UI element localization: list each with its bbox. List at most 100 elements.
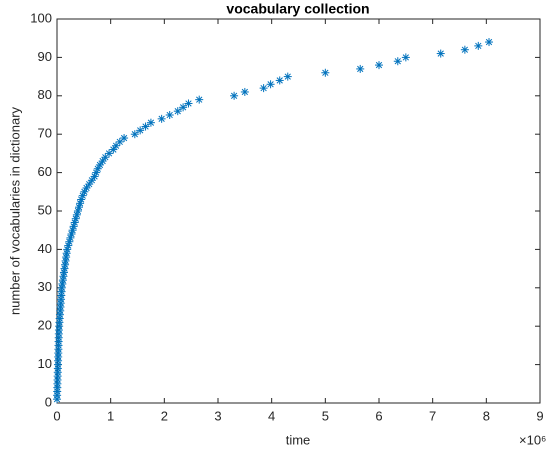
point-stroke (120, 134, 128, 142)
point (259, 84, 268, 93)
y-tick-label: 0 (45, 394, 52, 409)
x-tick-label: 3 (214, 408, 221, 423)
point (393, 57, 402, 66)
x-tick-label: 5 (322, 408, 329, 423)
point-stroke (76, 200, 84, 207)
point-stroke (260, 84, 267, 92)
y-tick-label: 60 (38, 164, 52, 179)
point-stroke (375, 61, 383, 69)
point-stroke (267, 81, 274, 88)
point-stroke (73, 211, 81, 218)
point-stroke (69, 227, 76, 234)
point (157, 114, 166, 123)
point (195, 95, 204, 104)
point-stroke (196, 96, 203, 103)
y-tick-label: 40 (38, 241, 52, 256)
point-stroke (174, 108, 181, 115)
point-stroke (402, 54, 409, 61)
x-axis-label: time (286, 432, 311, 447)
point-stroke (461, 46, 469, 53)
x-tick-label: 2 (161, 408, 168, 423)
point-stroke (64, 246, 71, 253)
plot-area (56, 18, 541, 404)
point-stroke (158, 115, 165, 122)
point (115, 137, 124, 146)
point-stroke (67, 234, 74, 242)
point (474, 41, 483, 50)
point (321, 68, 330, 77)
point (356, 64, 365, 73)
point (165, 111, 174, 119)
point (266, 80, 275, 89)
point (240, 87, 249, 96)
y-tick-label: 100 (30, 10, 52, 25)
point-stroke (394, 58, 401, 65)
point (485, 38, 494, 47)
point-stroke (71, 219, 78, 226)
x-tick-label: 0 (53, 408, 60, 423)
point (375, 61, 383, 70)
point-stroke (142, 123, 149, 130)
point-stroke (322, 69, 329, 76)
point (146, 118, 155, 127)
point-stroke (284, 73, 291, 80)
point (130, 130, 139, 139)
point-stroke (137, 127, 144, 134)
point-stroke (88, 177, 96, 184)
x-tick-label: 4 (268, 408, 275, 423)
point (64, 241, 73, 250)
y-tick-label: 10 (38, 356, 52, 371)
y-tick-label: 90 (38, 49, 52, 64)
point (141, 122, 150, 131)
point (109, 145, 118, 154)
point-stroke (70, 223, 77, 230)
point (93, 164, 102, 173)
point (136, 126, 145, 135)
point (179, 103, 188, 112)
point-stroke (131, 131, 138, 138)
point-stroke (96, 161, 104, 169)
x-multiplier: ×10⁶ (519, 432, 546, 447)
point-stroke (86, 180, 93, 188)
point-stroke (65, 242, 72, 249)
x-tick-label: 9 (536, 408, 543, 423)
point (275, 76, 284, 85)
x-tick-label: 6 (375, 408, 382, 423)
point-stroke (147, 119, 155, 126)
point-stroke (72, 215, 79, 222)
point (436, 49, 445, 58)
point (82, 183, 91, 192)
point-stroke (276, 77, 283, 84)
point (230, 91, 239, 100)
point (173, 107, 182, 116)
x-tick-label: 7 (429, 408, 436, 423)
y-tick-label: 50 (38, 202, 52, 217)
y-tick-label: 20 (38, 318, 52, 333)
y-axis-label: number of vocabularies in dictionary (7, 106, 22, 315)
point (76, 199, 85, 208)
point-stroke (485, 38, 493, 46)
point-stroke (68, 230, 75, 238)
point-stroke (437, 50, 444, 57)
chart-title: vocabulary collection (226, 1, 369, 17)
point-stroke (66, 238, 73, 245)
x-tick-label: 1 (107, 408, 114, 423)
point-stroke (75, 204, 83, 211)
y-tick-label: 80 (38, 87, 52, 102)
point (401, 53, 410, 62)
point-stroke (99, 157, 106, 165)
point-stroke (241, 88, 248, 96)
point-stroke (110, 146, 117, 153)
x-tick-label: 8 (483, 408, 490, 423)
point-stroke (179, 104, 187, 111)
point-stroke (74, 207, 82, 215)
point (460, 45, 469, 54)
point-stroke (357, 65, 364, 73)
point-stroke (166, 111, 173, 119)
point-stroke (83, 184, 90, 192)
point (283, 72, 292, 81)
y-tick-label: 30 (38, 279, 52, 294)
point (184, 99, 193, 108)
point-stroke (185, 100, 192, 107)
